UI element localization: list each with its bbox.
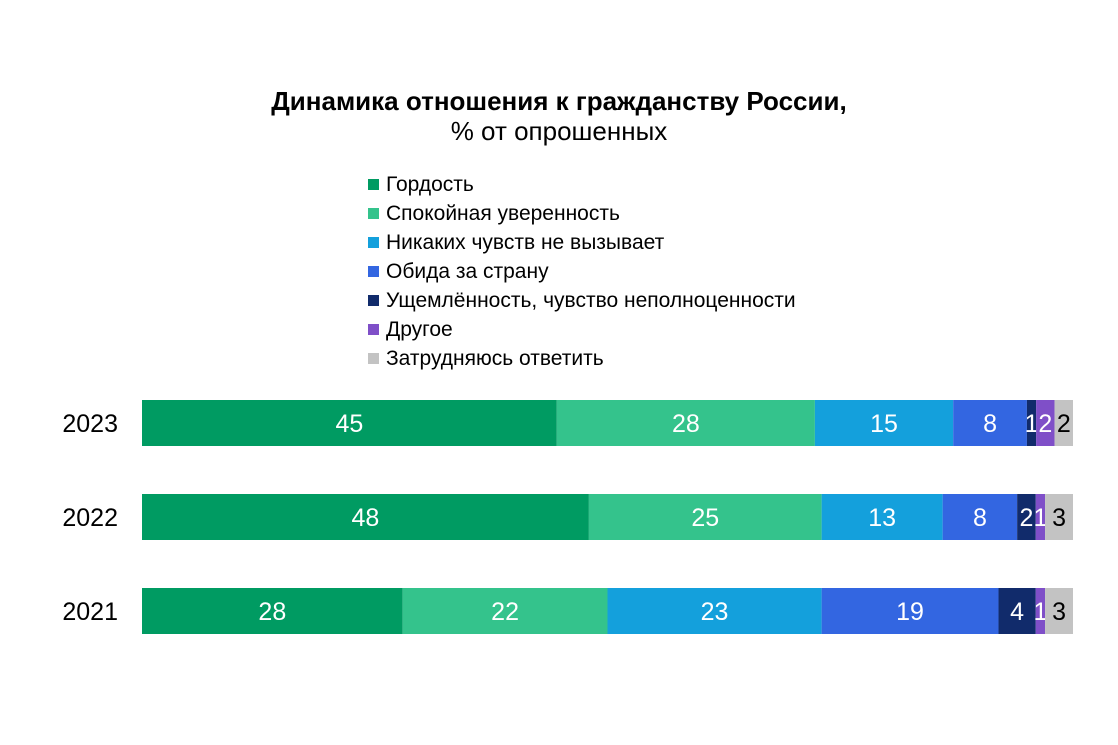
bar-segment xyxy=(402,588,608,634)
legend-item: Другое xyxy=(368,315,796,344)
legend-item: Затрудняюсь ответить xyxy=(368,344,796,373)
category-label: 2021 xyxy=(62,598,118,626)
bar-segment xyxy=(1045,588,1073,634)
chart-legend: Гордость Спокойная уверенность Никаких чув… xyxy=(368,170,796,373)
legend-swatch xyxy=(368,266,379,277)
legend-swatch xyxy=(368,295,379,306)
legend-item: Обида за страну xyxy=(368,257,796,286)
legend-label: Гордость xyxy=(386,172,474,196)
bar-segment xyxy=(1026,400,1037,446)
bar-segment xyxy=(821,494,943,540)
bar-segment xyxy=(942,494,1018,540)
data-label: 28 xyxy=(258,598,286,626)
bar-segment xyxy=(1054,400,1073,446)
bar-segment xyxy=(142,588,403,634)
data-label: 19 xyxy=(896,598,924,626)
legend-swatch xyxy=(368,324,379,335)
legend-item: Никаких чувств не вызывает xyxy=(368,228,796,257)
data-label: 22 xyxy=(491,598,519,626)
bar-segment xyxy=(821,588,999,634)
legend-swatch xyxy=(368,179,379,190)
bar-segment xyxy=(142,400,557,446)
legend-label: Обида за страну xyxy=(386,259,549,283)
data-label: 1 xyxy=(1025,410,1039,438)
data-label: 25 xyxy=(691,504,719,532)
legend-label: Затрудняюсь ответить xyxy=(386,346,604,370)
bar-segment xyxy=(1036,400,1055,446)
bar-segment xyxy=(998,588,1036,634)
data-label: 2 xyxy=(1019,504,1033,532)
data-label: 15 xyxy=(870,410,898,438)
data-label: 1 xyxy=(1033,504,1047,532)
legend-label: Другое xyxy=(386,317,453,341)
category-label: 2022 xyxy=(62,504,118,532)
legend-label: Никаких чувств не вызывает xyxy=(386,230,665,254)
bar-segment xyxy=(556,400,815,446)
chart-title: Динамика отношения к гражданству России, xyxy=(271,86,847,116)
data-label: 3 xyxy=(1052,504,1066,532)
legend-label: Спокойная уверенность xyxy=(386,201,620,225)
bar-segment xyxy=(1035,494,1046,540)
bar-segment xyxy=(607,588,822,634)
data-label: 4 xyxy=(1010,598,1024,626)
data-label: 8 xyxy=(973,504,987,532)
data-label: 23 xyxy=(701,598,729,626)
bar-segment xyxy=(1045,494,1073,540)
data-label: 48 xyxy=(352,504,380,532)
data-label: 28 xyxy=(672,410,700,438)
data-label: 3 xyxy=(1052,598,1066,626)
bar-segment xyxy=(1017,494,1036,540)
legend-item: Спокойная уверенность xyxy=(368,199,796,228)
legend-swatch xyxy=(368,237,379,248)
legend-label: Ущемлённость, чувство неполноценности xyxy=(386,288,796,312)
legend-item: Ущемлённость, чувство неполноценности xyxy=(368,286,796,315)
chart-subtitle: % от опрошенных xyxy=(450,116,668,146)
bar-segment xyxy=(814,400,954,446)
bar-segment xyxy=(588,494,822,540)
legend-swatch xyxy=(368,353,379,364)
legend-swatch xyxy=(368,208,379,219)
bar-segment xyxy=(142,494,589,540)
bar-segment xyxy=(1035,588,1046,634)
data-label: 1 xyxy=(1033,598,1047,626)
data-label: 2 xyxy=(1038,410,1052,438)
data-label: 2 xyxy=(1057,410,1071,438)
legend-item: Гордость xyxy=(368,170,796,199)
data-label: 13 xyxy=(868,504,896,532)
data-label: 45 xyxy=(335,410,363,438)
data-label: 8 xyxy=(983,410,997,438)
bar-segment xyxy=(953,400,1027,446)
category-label: 2023 xyxy=(62,410,118,438)
chart-title-block: Динамика отношения к гражданству России,… xyxy=(0,86,1118,146)
